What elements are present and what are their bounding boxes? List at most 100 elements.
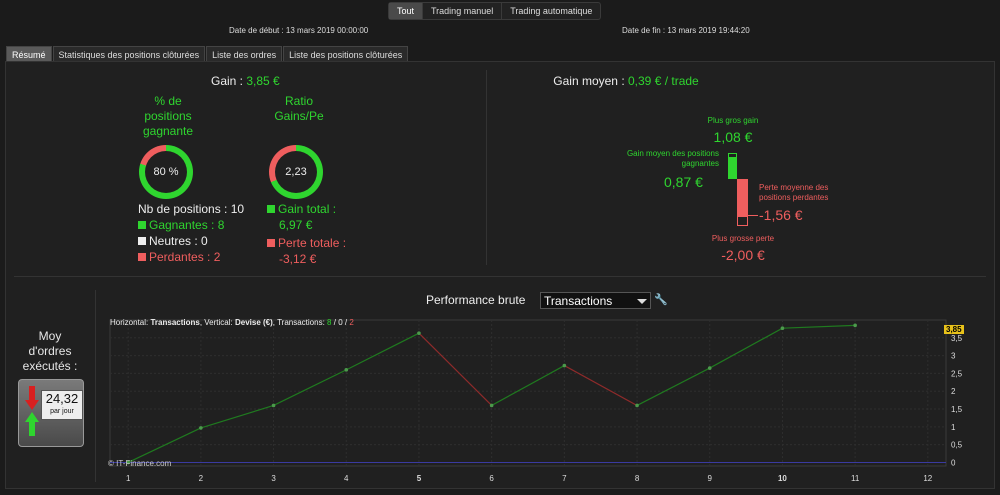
tab-resume[interactable]: Résumé <box>6 46 52 63</box>
performance-dropdown[interactable]: Transactions <box>540 292 651 309</box>
data-point <box>344 368 349 372</box>
data-point <box>489 403 494 408</box>
avg-gain-bar <box>728 157 737 179</box>
x-tick-label: 1 <box>126 474 131 483</box>
dropdown-value: Transactions <box>544 294 613 308</box>
data-point <box>780 326 785 330</box>
red-square-icon <box>267 239 275 247</box>
performance-chart: 1 2 3 4 5 6 7 8 9 10 11 12 00,511,522,533,5 <box>109 319 963 483</box>
perte-totale-label: Perte totale : <box>278 236 347 250</box>
x-tick-label: 3 <box>271 474 276 483</box>
ratio-value: 2,23 <box>285 166 307 178</box>
pct-value: 80 % <box>153 166 179 178</box>
y-tick-label: 1,5 <box>951 405 963 414</box>
neutres-row: Neutres : 0 <box>138 234 208 249</box>
moy-ordres-block: Moy d'ordres exécutés : 24,32 par jour <box>6 284 94 484</box>
neutres-label: Neutres : 0 <box>149 234 208 248</box>
legend-t-prefix: , Transactions: <box>272 318 325 327</box>
x-tick-label: 2 <box>199 474 204 483</box>
gagnantes-row: Gagnantes : 8 <box>138 218 224 233</box>
x-tick-label: 5 <box>417 474 422 483</box>
nb-positions: Nb de positions : 10 <box>138 202 245 216</box>
data-point <box>562 363 567 368</box>
series-line-segment <box>127 427 202 463</box>
data-point <box>853 323 857 328</box>
avg-loss-tick <box>748 215 758 216</box>
chart-grid <box>109 319 947 467</box>
section-tab-bar: Résumé Statistiques des positions clôtur… <box>6 46 409 63</box>
legend-v: Devise (€) <box>234 318 273 327</box>
gain-total-value: 6,97 € <box>279 218 313 232</box>
perte-totale-row: Perte totale : <box>267 236 346 251</box>
legend-sep: / <box>344 318 348 327</box>
gain-moyen-label: Gain moyen : <box>553 74 625 88</box>
moyen-gagnantes-label-line: gagnantes <box>681 159 719 168</box>
legend-t-green: 8 <box>327 318 332 327</box>
white-square-icon <box>138 237 146 245</box>
tab-trading-automatique[interactable]: Trading automatique <box>510 6 593 16</box>
legend-v-prefix: , Vertical: <box>199 318 233 327</box>
y-tick-label: 2 <box>951 387 956 396</box>
ratio-title-line: Ratio <box>284 94 313 108</box>
avg-loss-bar <box>737 179 748 217</box>
legend-prefix: Horizontal: <box>110 318 149 327</box>
tab-liste-positions[interactable]: Liste des positions clôturées <box>283 46 409 63</box>
green-square-icon <box>267 205 275 213</box>
orders-per-day-box: 24,32 par jour <box>41 390 83 420</box>
tab-tout[interactable]: Tout <box>389 3 424 19</box>
gain-label: Gain : <box>211 74 244 88</box>
perdantes-label: Perdantes : 2 <box>149 250 221 264</box>
moy-ordres-label-line: exécutés : <box>22 359 78 373</box>
moyenne-perdantes-label-line: Perte moyenne des <box>759 183 829 192</box>
watermark: © IT-Finance.com <box>108 459 172 468</box>
gain-line: Gain : 3,85 € <box>211 74 280 88</box>
perdantes-row: Perdantes : 2 <box>138 250 220 265</box>
performance-title: Performance brute <box>426 293 526 307</box>
moy-value: 24,32 <box>45 391 79 406</box>
y-axis: 0 0,5 1 1,5 2 2,5 3 3,5 <box>951 334 963 468</box>
data-point <box>417 331 421 335</box>
y-tick-label: 2,5 <box>951 369 963 378</box>
end-date: Date de fin : 13 mars 2019 19:44:20 <box>622 26 750 35</box>
gain-moyen-line: Gain moyen : 0,39 € / trade <box>526 74 726 88</box>
series-line-segment <box>345 332 420 371</box>
ratio-title-line: Gains/Pe <box>274 109 324 123</box>
x-tick-label: 11 <box>851 474 860 483</box>
gain-moyen-value: 0,39 € / trade <box>628 74 699 88</box>
data-point <box>707 366 712 370</box>
moyen-gagnantes-label-line: Gain moyen des positions <box>626 149 719 158</box>
summary-panel: Gain : 3,85 € % de positions gagnante 80… <box>5 61 995 489</box>
max-loss-bracket <box>737 217 748 226</box>
legend-h: Transactions <box>150 318 200 327</box>
gain-total-label: Gain total : <box>278 202 337 216</box>
data-point <box>271 403 276 408</box>
pct-title-line: positions <box>144 109 192 123</box>
moyenne-perdantes-label-line: positions perdantes <box>759 193 829 202</box>
tab-statistiques[interactable]: Statistiques des positions clôturées <box>52 46 206 63</box>
chart-lines <box>126 323 857 465</box>
y-tick-label: 1 <box>951 423 956 432</box>
wrench-icon[interactable]: 🔧 <box>654 294 668 306</box>
plus-gros-gain-label: Plus gros gain <box>707 116 759 125</box>
x-tick-label: 6 <box>489 474 494 483</box>
chevron-down-icon <box>637 299 647 304</box>
plus-grosse-perte-value: -2,00 € <box>721 247 765 263</box>
moyenne-perdantes-value: -1,56 € <box>759 207 803 223</box>
y-tick-label: 3 <box>951 352 956 361</box>
series-line-segment <box>273 369 347 407</box>
x-tick-label: 4 <box>344 474 349 483</box>
x-tick-label: 10 <box>778 474 787 483</box>
data-point <box>199 426 203 430</box>
x-tick-label: 12 <box>923 474 932 483</box>
ratio-title: Ratio Gains/Pe <box>264 94 334 124</box>
legend-t-white: 0 <box>338 318 343 327</box>
tab-liste-ordres[interactable]: Liste des ordres <box>206 46 283 63</box>
moy-ordres-label-line: Moy <box>38 329 62 343</box>
perte-totale-value: -3,12 € <box>279 252 317 266</box>
tab-trading-manuel[interactable]: Trading manuel <box>423 3 503 19</box>
top-tab-bar: Tout Trading manuel Trading automatique <box>388 2 602 20</box>
series-line-segment <box>200 404 274 429</box>
pct-donut: 80 % <box>139 145 193 199</box>
data-point <box>635 403 639 408</box>
plus-gros-gain-value: 1,08 € <box>713 129 753 145</box>
